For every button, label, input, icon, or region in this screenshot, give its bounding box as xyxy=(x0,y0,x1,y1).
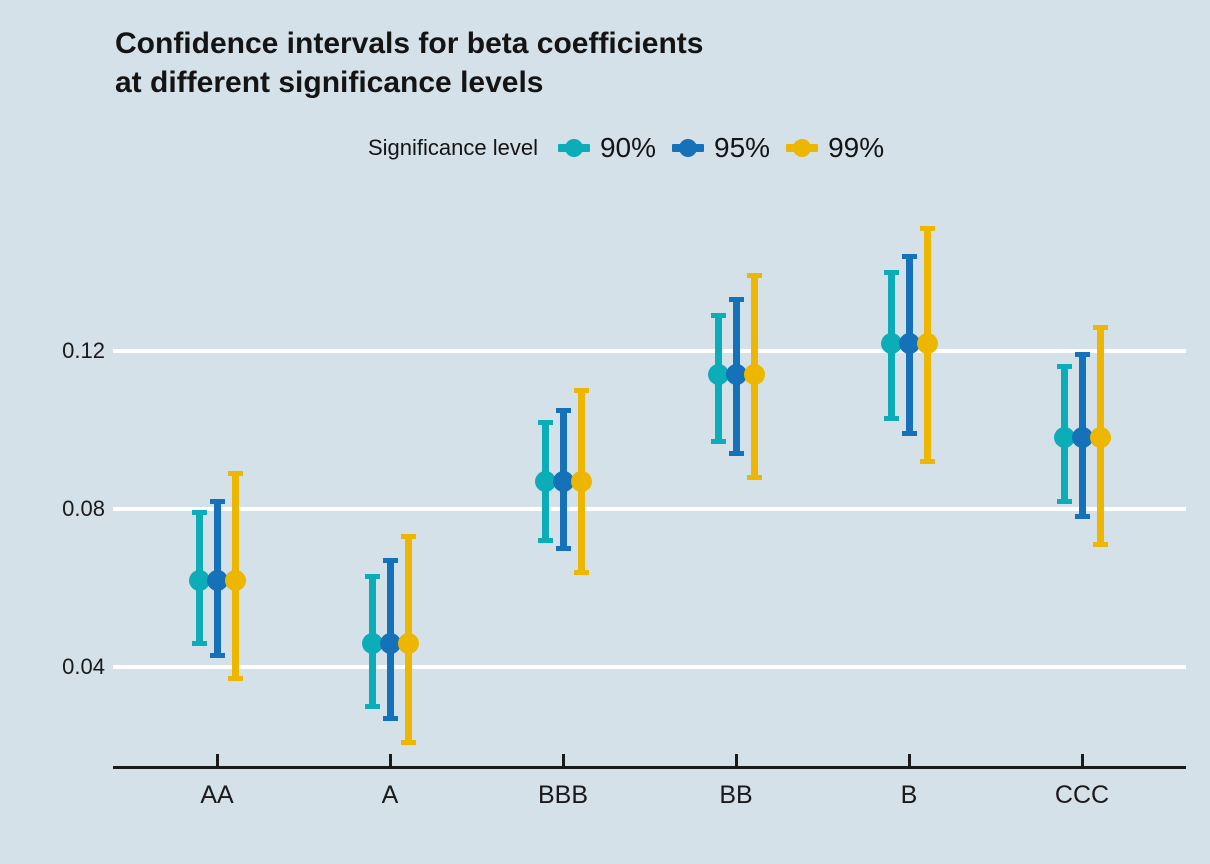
errorbar-cap-bottom-B-95% xyxy=(901,431,917,437)
errorbar-cap-top-AA-90% xyxy=(191,510,207,516)
errorbar-cap-top-A-99% xyxy=(400,534,416,540)
legend-item-95%: 95% xyxy=(672,132,770,164)
x-tick-CCC xyxy=(1080,754,1084,766)
errorbar-cap-bottom-B-99% xyxy=(919,459,935,465)
errorbar-cap-top-A-95% xyxy=(382,557,398,563)
point-estimate-CCC-99% xyxy=(1089,427,1111,449)
point-estimate-A-90% xyxy=(361,632,383,654)
errorbar-cap-bottom-A-95% xyxy=(382,715,398,721)
point-estimate-CCC-90% xyxy=(1053,427,1075,449)
errorbar-cap-bottom-AA-90% xyxy=(191,640,207,646)
errorbar-cap-top-BB-99% xyxy=(746,273,762,279)
legend-item-99%: 99% xyxy=(786,132,884,164)
x-tick-BB xyxy=(734,754,738,766)
legend-marker-dot xyxy=(679,139,698,157)
errorbar-cap-top-A-90% xyxy=(364,573,380,579)
x-tick-label-BB: BB xyxy=(719,781,753,809)
errorbar-cap-top-CCC-95% xyxy=(1074,352,1090,358)
errorbar-cap-bottom-B-90% xyxy=(883,415,899,421)
x-tick-BBB xyxy=(561,754,565,766)
y-tick-label-0.04: 0.04 xyxy=(62,654,105,679)
errorbar-cap-bottom-BBB-90% xyxy=(537,538,553,544)
point-estimate-BB-95% xyxy=(725,364,747,386)
errorbar-cap-bottom-AA-99% xyxy=(227,676,243,682)
errorbar-cap-top-CCC-99% xyxy=(1092,324,1108,330)
legend-label-95%: 95% xyxy=(714,132,771,163)
errorbar-cap-top-BBB-90% xyxy=(537,419,553,425)
errorbar-cap-bottom-BBB-95% xyxy=(555,546,571,551)
legend-label-90%: 90% xyxy=(599,132,657,163)
errorbar-cap-top-CCC-90% xyxy=(1056,364,1072,370)
legend-marker-icon-99% xyxy=(786,138,819,158)
chart-title-line-2: at different significance levels xyxy=(115,66,544,99)
legend: Significance level 90% 95% 99% xyxy=(368,129,884,167)
gridline-0.12 xyxy=(113,349,1186,353)
point-estimate-A-99% xyxy=(397,632,419,654)
y-tick-label-0.08: 0.08 xyxy=(62,496,105,521)
errorbar-cap-bottom-CCC-90% xyxy=(1056,498,1072,504)
errorbar-cap-bottom-AA-95% xyxy=(209,652,225,658)
point-estimate-CCC-95% xyxy=(1071,427,1093,449)
legend-title: Significance level xyxy=(368,135,538,160)
point-estimate-B-95% xyxy=(898,332,920,354)
point-estimate-AA-95% xyxy=(206,569,228,591)
legend-marker-icon-95% xyxy=(672,138,705,158)
errorbar-cap-top-B-90% xyxy=(883,269,899,275)
errorbar-cap-bottom-BB-90% xyxy=(710,439,726,445)
errorbar-cap-bottom-CCC-95% xyxy=(1074,514,1090,520)
point-estimate-BB-90% xyxy=(707,364,729,386)
errorbar-cap-bottom-BBB-99% xyxy=(573,569,589,575)
errorbar-cap-bottom-A-99% xyxy=(400,739,416,745)
errorbar-cap-top-AA-99% xyxy=(227,470,243,476)
x-tick-label-CCC: CCC xyxy=(1054,781,1110,809)
y-tick-label-0.12: 0.12 xyxy=(62,338,105,363)
x-tick-label-AA: AA xyxy=(200,781,234,809)
gridline-0.08 xyxy=(113,507,1186,511)
legend-marker-icon-90% xyxy=(557,138,590,158)
legend-marker-dot xyxy=(564,139,583,157)
x-tick-A xyxy=(388,754,392,766)
errorbar-cap-bottom-BB-95% xyxy=(728,451,744,457)
point-estimate-AA-99% xyxy=(224,569,246,591)
errorbar-cap-top-B-99% xyxy=(919,226,935,232)
gridline-0.04 xyxy=(113,665,1186,669)
errorbar-cap-top-BBB-95% xyxy=(555,407,571,413)
errorbar-cap-top-BB-95% xyxy=(728,297,744,303)
errorbar-cap-top-B-95% xyxy=(901,253,917,259)
errorbar-cap-bottom-A-90% xyxy=(364,704,380,709)
point-estimate-B-99% xyxy=(916,332,938,354)
errorbar-cap-top-AA-95% xyxy=(209,498,225,504)
x-tick-B xyxy=(907,754,911,766)
x-tick-label-B: B xyxy=(900,781,918,809)
errorbar-cap-top-BB-90% xyxy=(710,312,726,318)
point-estimate-B-90% xyxy=(880,332,902,354)
x-tick-AA xyxy=(215,754,219,766)
point-estimate-BBB-99% xyxy=(570,470,592,492)
x-tick-label-A: A xyxy=(381,781,399,809)
errorbar-cap-bottom-BB-99% xyxy=(746,474,762,480)
errorbar-cap-bottom-CCC-99% xyxy=(1092,542,1108,548)
point-estimate-BBB-95% xyxy=(552,470,574,492)
x-tick-label-BBB: BBB xyxy=(537,781,589,809)
legend-label-99%: 99% xyxy=(828,132,885,163)
point-estimate-BBB-90% xyxy=(534,470,556,492)
x-axis-line xyxy=(113,766,1186,769)
chart-title-line-1: Confidence intervals for beta coefficien… xyxy=(115,27,704,60)
point-estimate-BB-99% xyxy=(743,364,765,386)
legend-item-90%: 90% xyxy=(557,132,657,164)
point-estimate-AA-90% xyxy=(188,569,210,591)
legend-marker-dot xyxy=(793,139,812,157)
point-estimate-A-95% xyxy=(379,632,401,654)
errorbar-cap-top-BBB-99% xyxy=(573,388,589,393)
